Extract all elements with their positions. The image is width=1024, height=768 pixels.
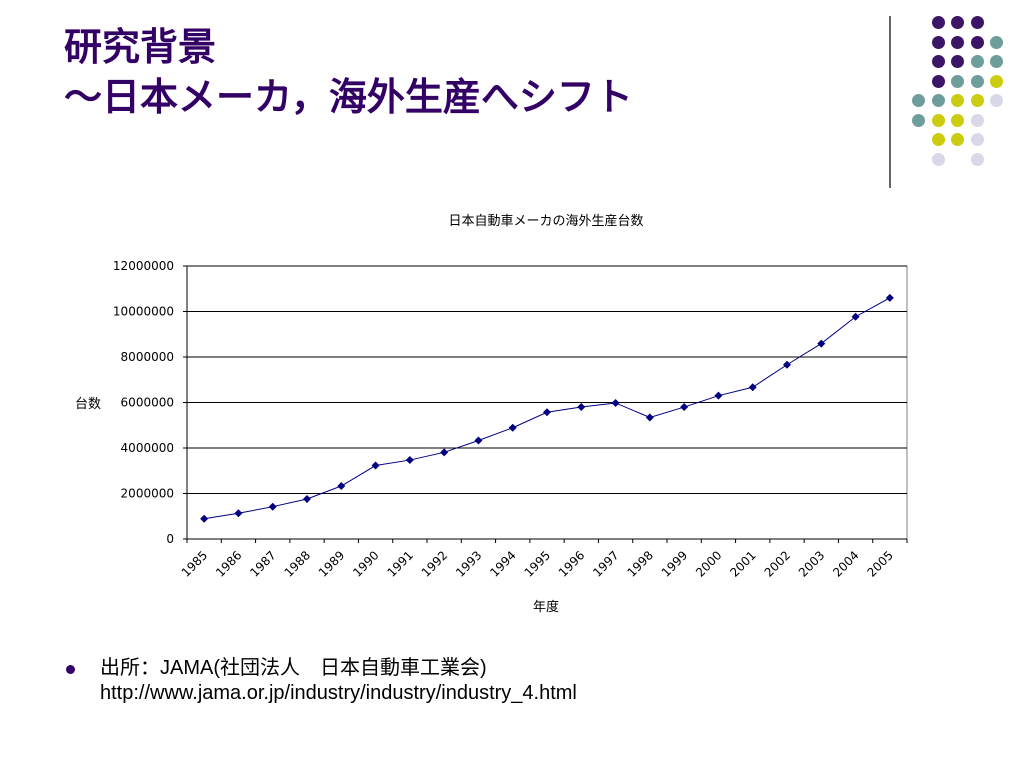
data-point	[645, 413, 654, 422]
data-point	[303, 494, 311, 503]
x-axis-ticks: 1985 1986 1987 1988 1989 1990 1991 1992 1993 1994…	[179, 539, 908, 580]
decorative-dot	[951, 55, 964, 68]
decorative-dot	[970, 94, 984, 107]
data-point	[440, 448, 449, 457]
x-tick-label: 1986	[213, 548, 244, 579]
decorative-dot	[931, 94, 945, 107]
slide-title-line1: 研究背景	[64, 25, 217, 69]
decorative-dot	[931, 113, 945, 127]
decorative-dot	[970, 16, 984, 29]
decorative-dot	[970, 35, 984, 49]
data-point	[817, 339, 826, 348]
data-point	[200, 514, 209, 523]
chart-container: 日本自動車メーカの海外生産台数 0 2000000 4000000 6000000 80…	[60, 205, 960, 625]
data-point	[714, 391, 723, 400]
data-point	[748, 383, 757, 392]
decorative-dot	[970, 152, 984, 166]
decorative-dot	[951, 133, 964, 146]
decorative-dot	[931, 133, 945, 146]
x-tick-label: 1987	[247, 548, 278, 579]
bullet-dot	[66, 665, 75, 674]
x-tick-label: 1994	[487, 548, 518, 579]
y-tick-label: 12000000	[113, 259, 174, 273]
y-tick-label: 6000000	[121, 396, 174, 410]
x-tick-label: 1996	[556, 548, 587, 579]
decorative-dot	[970, 133, 984, 146]
decorative-dot	[951, 16, 964, 29]
data-point	[885, 293, 894, 302]
x-axis-label: 年度	[533, 599, 559, 615]
x-tick-label: 1989	[316, 548, 347, 579]
decorative-dot	[990, 35, 1003, 49]
y-axis-ticks: 0 2000000 4000000 6000000 8000000 10000000 120…	[113, 259, 187, 546]
decorative-dot	[990, 94, 1003, 107]
decorative-dot	[951, 74, 964, 88]
slide-title: 研究背景 ～日本メーカ，海外生産へシフト	[64, 22, 633, 122]
decorative-dot	[951, 113, 964, 127]
y-tick-label: 2000000	[121, 487, 174, 501]
x-tick-label: 1993	[453, 548, 484, 579]
decorative-dot	[931, 35, 945, 49]
decorative-dot	[931, 152, 945, 166]
data-point	[474, 436, 483, 445]
gridlines	[187, 265, 907, 494]
x-tick-label: 1991	[384, 548, 415, 579]
x-tick-label: 2001	[727, 548, 758, 579]
source-label: 出所：JAMA(社団法人 日本自動車工業会)	[100, 657, 487, 679]
slide-title-line2: ～日本メーカ，海外生産へシフト	[64, 75, 633, 119]
x-tick-label: 1997	[590, 548, 621, 579]
x-tick-label: 1995	[522, 548, 553, 579]
decorative-dot	[912, 94, 925, 107]
data-point	[680, 403, 689, 412]
x-tick-label: 2000	[693, 548, 724, 579]
data-point	[783, 360, 791, 369]
series-production	[200, 293, 894, 523]
x-tick-label: 2002	[762, 548, 793, 579]
data-point	[268, 502, 277, 511]
y-tick-label: 0	[166, 532, 174, 546]
data-point	[577, 403, 586, 412]
decorative-dot-grid	[912, 16, 1012, 166]
data-point	[405, 456, 414, 465]
x-tick-label: 1992	[419, 548, 450, 579]
x-tick-label: 1998	[624, 548, 655, 579]
data-point	[371, 461, 380, 470]
source-url[interactable]: http://www.jama.or.jp/industry/industry/…	[100, 682, 577, 704]
decorative-dot	[931, 55, 945, 68]
chart-title: 日本自動車メーカの海外生産台数	[448, 213, 643, 229]
decorative-dot	[970, 113, 984, 127]
data-point	[234, 509, 243, 518]
y-tick-label: 8000000	[121, 350, 174, 364]
decorative-dot	[990, 74, 1003, 88]
x-tick-label: 2003	[796, 548, 827, 579]
x-tick-label: 1999	[659, 548, 690, 579]
y-tick-label: 10000000	[113, 305, 174, 319]
data-point	[337, 481, 346, 490]
data-point	[851, 312, 860, 321]
x-tick-label: 2004	[830, 548, 861, 579]
decorative-dot	[931, 74, 945, 88]
x-tick-label: 1990	[350, 548, 381, 579]
y-tick-label: 4000000	[121, 441, 174, 455]
line-chart: 日本自動車メーカの海外生産台数 0 2000000 4000000 6000000 80…	[75, 213, 908, 615]
decorative-dot	[931, 16, 945, 29]
decorative-dot	[951, 94, 964, 107]
vertical-divider	[889, 16, 891, 188]
decorative-dot	[951, 35, 964, 49]
y-axis-label: 台数	[75, 397, 101, 412]
x-tick-label: 1988	[282, 548, 313, 579]
source-note: 出所：JAMA(社団法人 日本自動車工業会) http://www.jama.o…	[66, 656, 966, 706]
decorative-dot	[912, 113, 925, 127]
data-point	[543, 408, 551, 417]
x-tick-label: 2005	[864, 548, 895, 579]
decorative-dot	[970, 74, 984, 88]
decorative-dot	[990, 55, 1003, 68]
data-point	[611, 398, 620, 407]
x-tick-label: 1985	[179, 548, 210, 579]
data-point	[508, 423, 517, 432]
decorative-dot	[970, 55, 984, 68]
